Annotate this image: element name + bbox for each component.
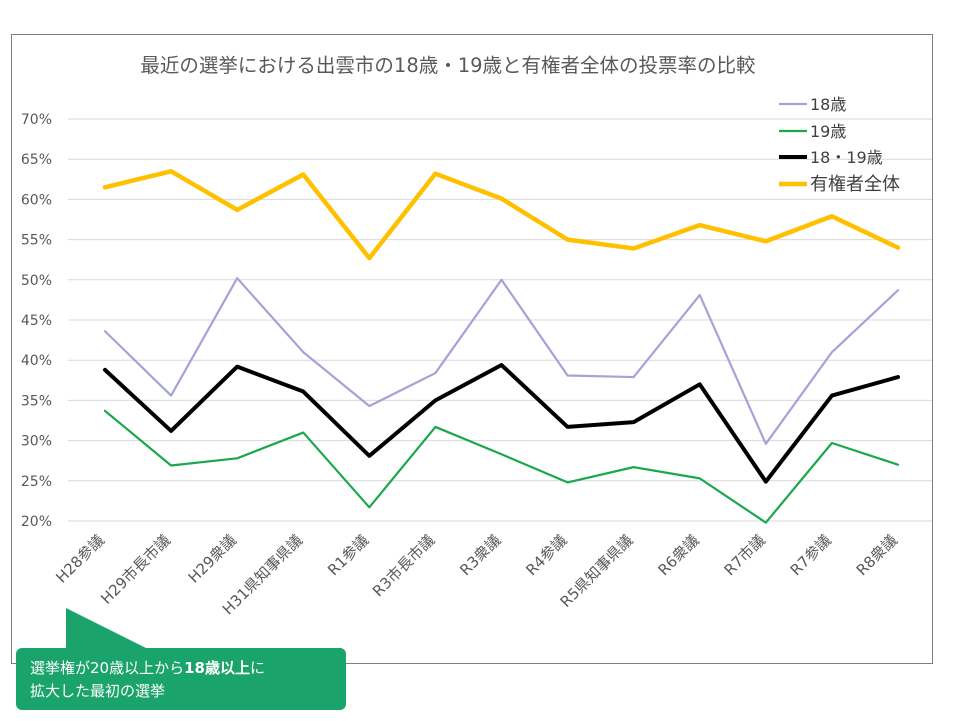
callout-text-bold: 18歳以上 <box>184 659 250 677</box>
y-tick-label: 20% <box>21 514 52 530</box>
x-tick-label: H28参議 <box>52 531 107 586</box>
callout-line2: 拡大した最初の選挙 <box>30 682 166 700</box>
y-tick-label: 35% <box>21 393 52 409</box>
x-tick-label: R4参議 <box>522 531 570 579</box>
y-tick-label: 25% <box>21 474 52 490</box>
x-tick-label: R1参議 <box>324 531 372 579</box>
y-tick-label: 70% <box>21 112 52 128</box>
callout-text-after: に <box>249 659 265 677</box>
x-tick-label: R3市長市議 <box>369 531 438 600</box>
legend-label: 18歳 <box>810 95 846 114</box>
callout-pointer <box>66 608 160 655</box>
series-lines <box>102 169 901 524</box>
chart-title: 最近の選挙における出雲市の18歳・19歳と有権者全体の投票率の比較 <box>140 54 755 77</box>
y-tick-label: 60% <box>21 192 52 208</box>
callout-text-before: 選挙権が20歳以上から <box>30 659 185 677</box>
legend-label: 有権者全体 <box>810 174 900 195</box>
x-tick-label: R7参議 <box>787 531 835 579</box>
x-tick-label: R3衆議 <box>456 531 504 579</box>
y-tick-label: 55% <box>21 233 52 249</box>
gridlines <box>68 118 932 522</box>
x-tick-label: R7市議 <box>721 531 769 579</box>
x-tick-label: R6衆議 <box>655 531 703 579</box>
y-tick-label: 50% <box>21 273 52 289</box>
y-tick-label: 65% <box>21 152 52 168</box>
legend-label: 18・19歳 <box>810 148 883 167</box>
y-tick-label: 40% <box>21 353 52 369</box>
x-tick-label: H29衆議 <box>185 531 240 586</box>
y-axis-ticks: 70% 65% 60% 55% 50% 45% 40% 35% 30% 25% 20% <box>21 112 52 530</box>
series-line-0 <box>103 277 900 445</box>
x-tick-label: R8衆議 <box>853 531 901 579</box>
y-tick-label: 30% <box>21 434 52 450</box>
callout-box: 選挙権が20歳以上から18歳以上に 拡大した最初の選挙 <box>16 648 346 710</box>
x-tick-label: H29市長市議 <box>97 531 174 608</box>
legend-label: 19歳 <box>810 122 846 141</box>
y-tick-label: 45% <box>21 313 52 329</box>
chart-frame <box>11 34 933 664</box>
series-line-2 <box>103 363 900 484</box>
